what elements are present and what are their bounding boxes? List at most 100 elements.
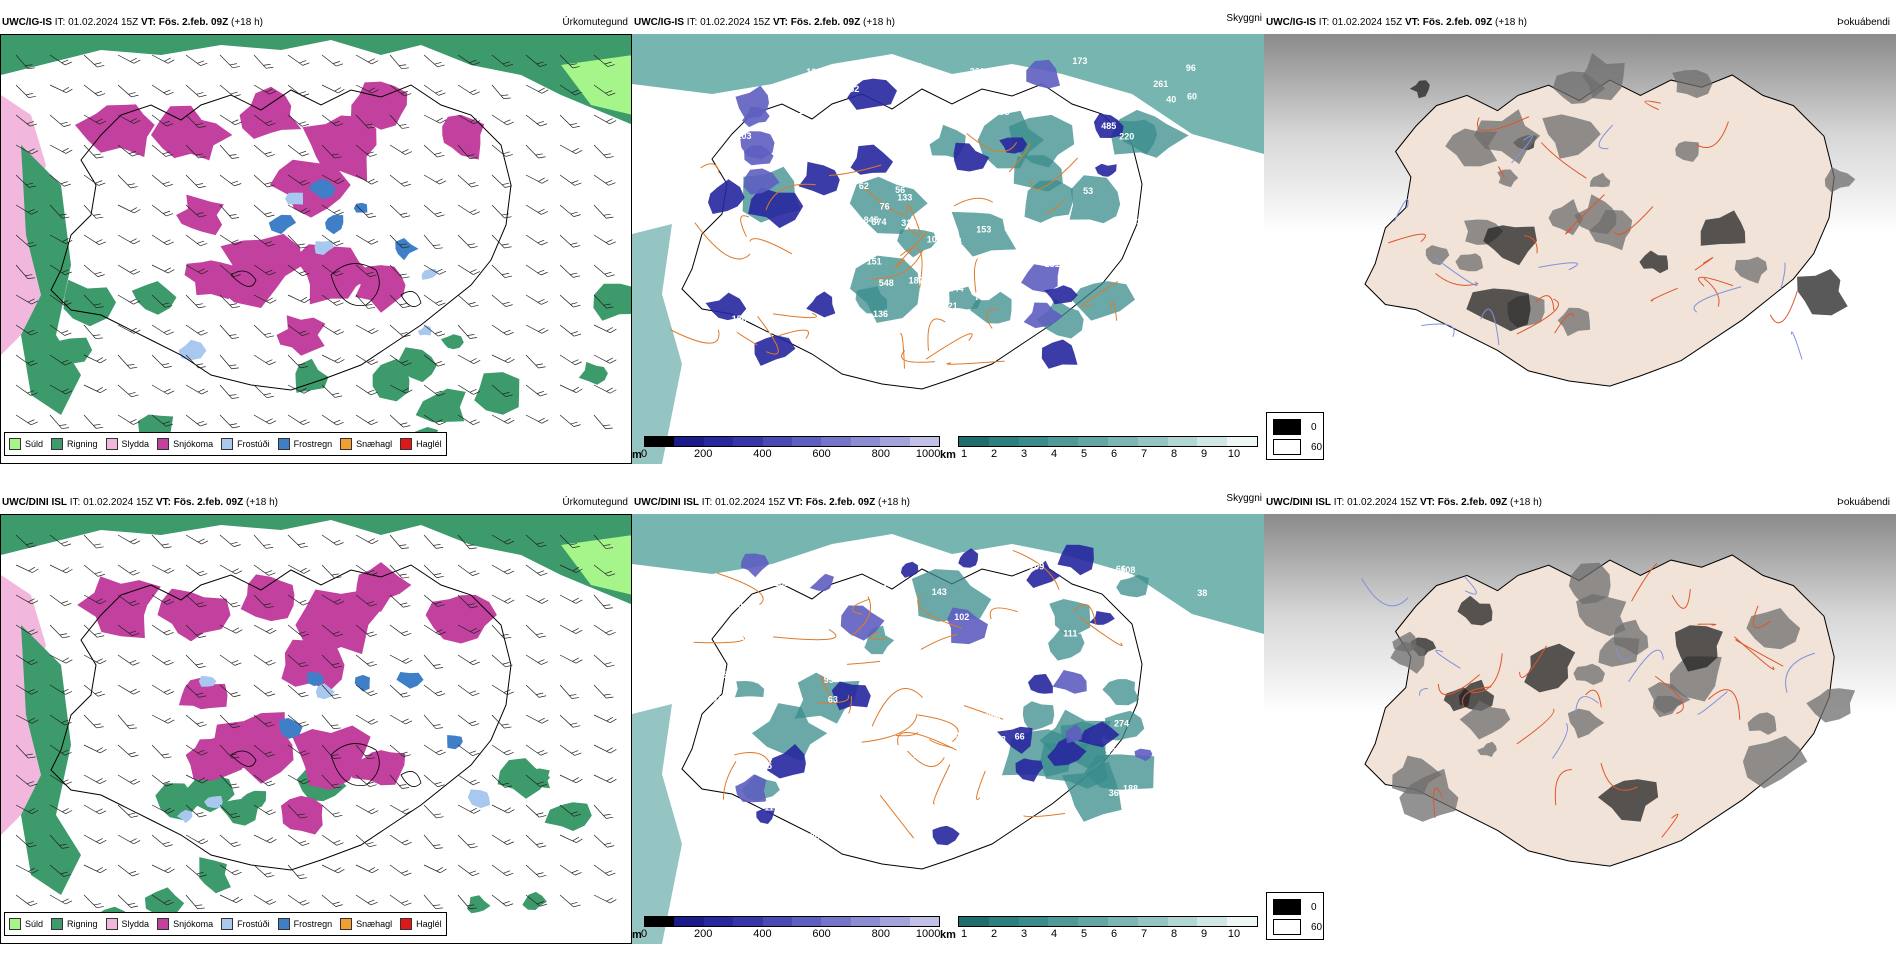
init-time: 01.02.2024 15Z (700, 17, 771, 28)
legend-swatch (51, 918, 64, 930)
colorbar-segment (1167, 437, 1198, 446)
fog-map (1264, 514, 1896, 944)
visibility-value-label: 226 (924, 551, 939, 561)
it-label: IT: (69, 497, 81, 508)
panel-title: Skyggni (1226, 493, 1262, 504)
visibility-value-label: 66 (1116, 564, 1126, 574)
precip-map-graphic (1, 515, 631, 943)
visibility-value-label: 87 (724, 325, 734, 335)
visibility-value-label: 123 (899, 772, 914, 782)
colorbar-tick-label: 6 (1110, 928, 1118, 940)
visibility-value-label: 93 (996, 735, 1006, 745)
colorbar-segment (645, 437, 675, 446)
colorbar-segment (1197, 437, 1228, 446)
visibility-value-label: 131 (774, 578, 789, 588)
valid-time: Fös. 2.feb. 09Z (805, 497, 876, 508)
precip-legend-item: Haglél (400, 438, 442, 450)
init-time: 01.02.2024 15Z (1332, 17, 1403, 28)
visibility-value-label: 55 (950, 754, 960, 764)
colorbar-segment (988, 917, 1019, 926)
visibility-value-label: 220 (1119, 132, 1134, 142)
visibility-value-label: 113 (935, 210, 950, 220)
fog-swatch-black (1273, 419, 1301, 435)
visibility-value-label: 315 (801, 606, 816, 616)
visibility-value-label: 159 (773, 126, 788, 136)
colorbar-tick-label: 8 (1170, 448, 1178, 460)
legend-swatch (51, 438, 64, 450)
colorbar-segment (1137, 437, 1168, 446)
visibility-map-graphic: 1311268459687112109623111504492612274442… (632, 34, 1264, 464)
visibility-value-label: 252 (706, 355, 721, 365)
precip-legend-item: Rigning (51, 918, 98, 930)
visibility-value-label: 103 (737, 131, 752, 141)
visibility-value-label: 155 (938, 256, 953, 266)
unit-km: km (940, 449, 956, 461)
visibility-value-label: 32 (742, 633, 752, 643)
model-name: UWC/IG-IS (634, 17, 684, 28)
model-name: UWC/IG-IS (1266, 17, 1316, 28)
legend-swatch (9, 918, 21, 930)
visibility-value-label: 77 (1108, 332, 1118, 342)
visibility-value-label: 226 (958, 798, 973, 808)
colorbar-segment (703, 917, 734, 926)
legend-label: Haglél (416, 919, 442, 929)
precip-legend-item: Frostúði (221, 918, 270, 930)
visibility-value-label: 73 (975, 292, 985, 302)
colorbar-ticks: 1 2 3 4 5 6 7 8 9 10 (958, 447, 1258, 461)
precip-legend-item: Snjókoma (157, 918, 213, 930)
valid-time: Fös. 2.feb. 09Z (1422, 17, 1493, 28)
legend-swatch (105, 918, 118, 930)
colorbar-tick-label: 400 (753, 928, 772, 940)
visibility-value-label: 198 (1156, 240, 1171, 250)
visibility-value-label: 54 (952, 236, 962, 246)
it-label: IT: (701, 497, 713, 508)
model-name: UWC/DINI ISL (2, 497, 67, 508)
colorbar-segment (733, 917, 763, 926)
lead-time: (+18 h) (1510, 497, 1542, 508)
colorbar-segment (1018, 437, 1049, 446)
model-name: UWC/IG-IS (2, 17, 52, 28)
colorbar-segment (792, 437, 822, 446)
colorbar-strip (958, 436, 1258, 447)
visibility-value-label: 40 (1166, 94, 1176, 104)
colorbar-tick-label: 600 (812, 928, 831, 940)
visibility-map: 131 126 845 96 87 112 109 62 311 150 449 261 227 444 2… (632, 34, 1264, 464)
valid-time: Fös. 2.feb. 09Z (158, 17, 229, 28)
visibility-value-label: 105 (712, 670, 727, 680)
colorbar-tick-label: 5 (1080, 928, 1088, 940)
visibility-value-label: 43 (955, 731, 965, 741)
visibility-value-label: 129 (1164, 723, 1179, 733)
visibility-value-label: 151 (867, 256, 882, 266)
legend-label: Slydda (121, 919, 150, 929)
visibility-value-label: 96 (1186, 63, 1196, 73)
visibility-value-label: 189 (934, 75, 949, 85)
fog-legend-row: 0 (1273, 419, 1317, 435)
precip-legend: Súld Rigning Slydda Snjókoma Frostúði Frostre… (4, 432, 447, 456)
legend-swatch (105, 438, 118, 450)
colorbar-segment (733, 437, 763, 446)
colorbar-segment (850, 917, 881, 926)
visibility-value-label: 66 (1015, 732, 1025, 742)
fog-legend-row: 60 (1273, 919, 1322, 935)
colorbar-segment (1078, 917, 1108, 926)
precip-legend: Súld Rigning Slydda Snjókoma Frostúði Frostre… (4, 912, 447, 936)
colorbar-tick-label: 7 (1140, 448, 1148, 460)
colorbar-tick-label: 0 (640, 928, 648, 940)
legend-label: Frostúði (237, 919, 270, 929)
precip-legend-item: Haglél (400, 918, 442, 930)
visibility-value-label: 361 (970, 67, 985, 77)
visibility-value-label: 107 (981, 800, 996, 810)
visibility-value-label: 449 (878, 334, 893, 344)
visibility-value-label: 150 (1121, 262, 1136, 272)
visibility-value-label: 485 (1101, 121, 1116, 131)
visibility-value-label: 176 (1200, 621, 1215, 631)
colorbar-segment (1227, 917, 1257, 926)
visibility-colorbar-km: 1 2 3 4 5 6 7 8 9 10 (958, 916, 1258, 946)
colorbar-segment (1018, 917, 1049, 926)
panel-title: Þokuábendi (1837, 17, 1890, 28)
visibility-value-label: 144 (872, 583, 887, 593)
visibility-value-label: 845 (864, 215, 879, 225)
legend-swatch (340, 918, 353, 930)
visibility-value-label: 133 (897, 192, 912, 202)
legend-label: Snjókoma (173, 919, 214, 929)
